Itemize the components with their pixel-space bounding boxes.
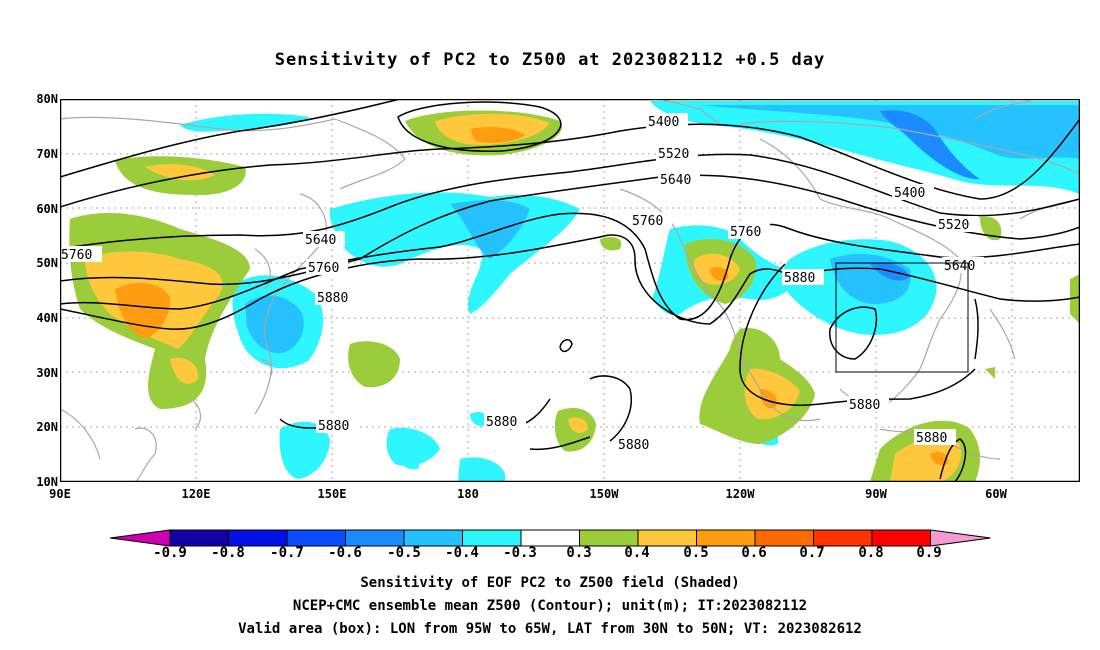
contour-label: 5880 xyxy=(318,419,349,434)
colorbar-cell xyxy=(696,529,756,547)
colorbar-cell xyxy=(637,529,697,547)
colorbar-label: 0.3 xyxy=(566,545,592,561)
colorbar-label: -0.4 xyxy=(445,545,479,561)
contour-label: 5760 xyxy=(308,261,339,276)
contour-label: 5760 xyxy=(730,225,761,240)
contour-label: 5400 xyxy=(648,115,679,130)
colorbar-label: 0.4 xyxy=(624,545,650,561)
lat-label: 80N xyxy=(36,92,58,106)
contour-label: 5520 xyxy=(658,147,689,162)
positive-sensitivity-shading xyxy=(69,110,1080,482)
contour-label: 5880 xyxy=(618,438,649,453)
colorbar-label: 0.6 xyxy=(741,545,767,561)
contour-label: 5880 xyxy=(317,291,348,306)
colorbar-cell xyxy=(462,529,522,547)
colorbar-cell xyxy=(520,529,580,547)
contour-label: 5880 xyxy=(486,415,517,430)
lon-label: 60W xyxy=(985,487,1007,501)
footer-line-2: NCEP+CMC ensemble mean Z500 (Contour); u… xyxy=(292,598,808,614)
colorbar-label: 0.7 xyxy=(799,545,825,561)
contour-label: 5520 xyxy=(938,218,969,233)
colorbar-label: 0.9 xyxy=(916,545,942,561)
contour-labels: 5400 5520 5640 5760 5880 5400 5520 5640 … xyxy=(60,113,984,453)
contour-label: 5640 xyxy=(944,259,975,274)
map-frame xyxy=(60,99,1080,482)
footer-line-1: Sensitivity of EOF PC2 to Z500 field (Sh… xyxy=(360,575,740,591)
map-title: Sensitivity of PC2 to Z500 at 2023082112… xyxy=(274,50,826,70)
footer-line-3: Valid area (box): LON from 95W to 65W, L… xyxy=(238,621,862,637)
contour-label: 5880 xyxy=(849,398,880,413)
contour-label: 5640 xyxy=(660,173,691,188)
colorbar-cell xyxy=(813,529,873,547)
colorbar-label: -0.8 xyxy=(211,545,245,561)
lat-label: 10N xyxy=(36,475,58,489)
lat-label: 40N xyxy=(36,311,58,325)
lat-label: 60N xyxy=(36,202,58,216)
colorbar-label: 0.5 xyxy=(683,545,709,561)
colorbar-cell xyxy=(286,529,346,547)
colorbar-cell xyxy=(169,529,229,547)
colorbar-cell xyxy=(403,529,463,547)
colorbar-label: -0.6 xyxy=(328,545,362,561)
lon-label: 150W xyxy=(589,487,619,501)
lat-label: 30N xyxy=(36,366,58,380)
contour-label: 5400 xyxy=(894,186,925,201)
lon-label: 120E xyxy=(181,487,211,501)
contour-label: 5880 xyxy=(916,431,947,446)
contour-label: 5640 xyxy=(305,233,336,248)
colorbar-label: -0.7 xyxy=(270,545,304,561)
contour-label: 5760 xyxy=(61,248,92,263)
lat-label: 70N xyxy=(36,147,58,161)
valid-area-box xyxy=(835,262,969,373)
contour-label: 5880 xyxy=(784,271,815,286)
lon-label: 90W xyxy=(865,487,887,501)
map-panel: 5400 5520 5640 5760 5880 5400 5520 5640 … xyxy=(60,99,1080,482)
colorbar-min-arrow xyxy=(109,529,171,547)
colorbar-label: -0.9 xyxy=(153,545,187,561)
colorbar-max-arrow xyxy=(930,529,991,547)
lon-label: 180 xyxy=(457,487,479,501)
colorbar-label: -0.5 xyxy=(387,545,421,561)
lon-label: 150E xyxy=(317,487,347,501)
lon-label: 120W xyxy=(725,487,755,501)
colorbar-cell xyxy=(579,529,639,547)
colorbar-label: 0.8 xyxy=(858,545,884,561)
lon-label: 90E xyxy=(49,487,71,501)
colorbar xyxy=(109,529,991,547)
lat-label: 20N xyxy=(36,420,58,434)
colorbar-cell xyxy=(228,529,288,547)
contour-label: 5760 xyxy=(632,214,663,229)
colorbar-cell xyxy=(345,529,405,547)
lat-label: 50N xyxy=(36,256,58,270)
colorbar-cell xyxy=(754,529,814,547)
colorbar-label: -0.3 xyxy=(503,545,537,561)
colorbar-cell xyxy=(871,529,931,547)
